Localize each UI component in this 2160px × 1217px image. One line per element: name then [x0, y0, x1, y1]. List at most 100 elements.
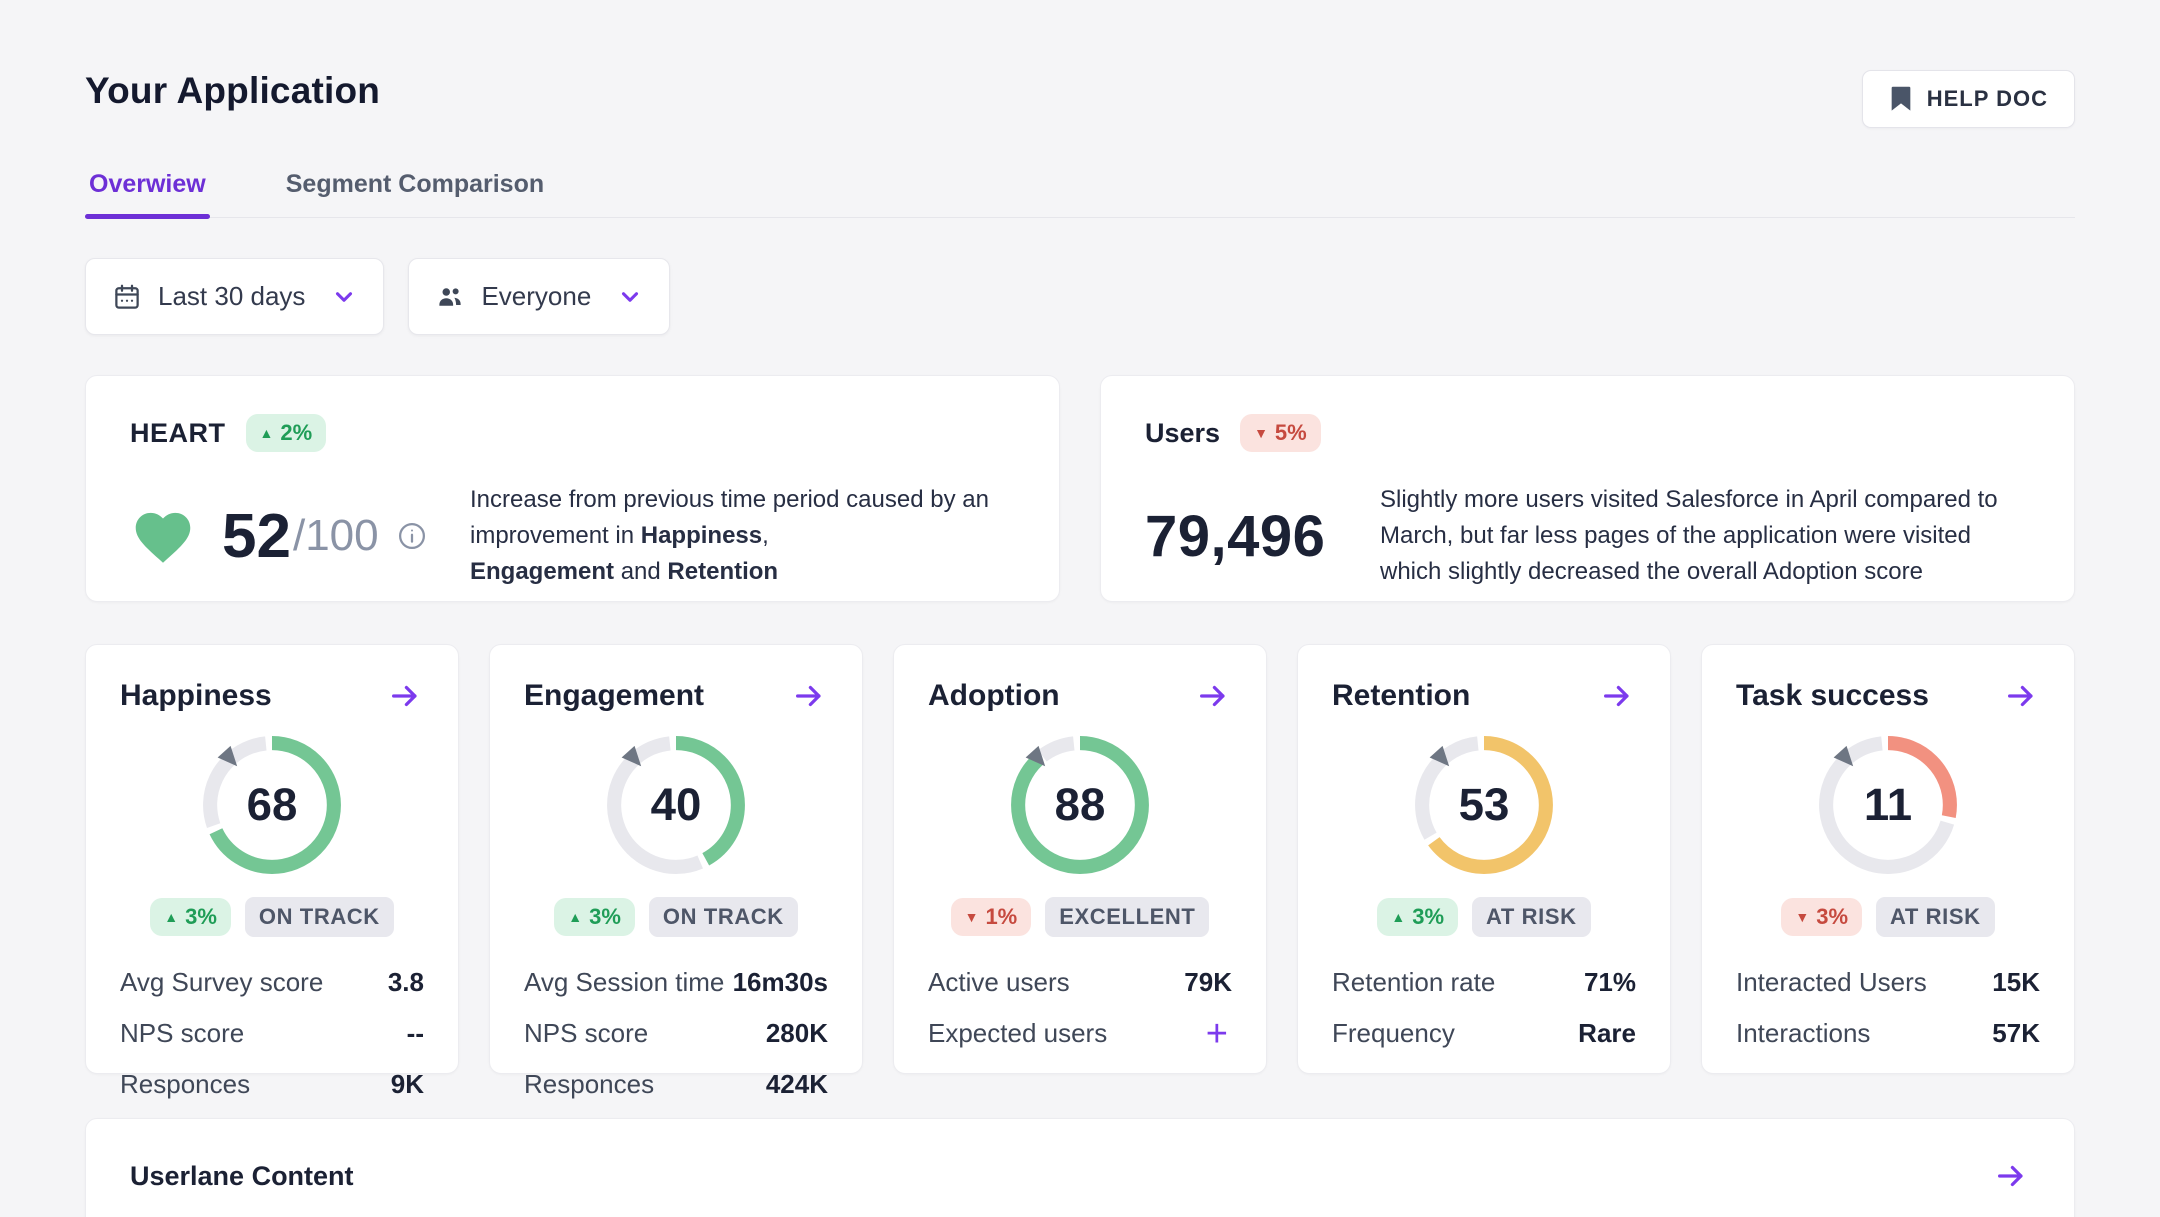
stat-row: Responces 9K — [120, 1069, 424, 1100]
status-badge: EXCELLENT — [1045, 897, 1210, 937]
status-badge: AT RISK — [1876, 897, 1995, 937]
metric-card-retention: Retention 53 ▲ 3% AT RISK Retention rate 7… — [1297, 644, 1671, 1074]
status-badge: AT RISK — [1472, 897, 1591, 937]
stat-row: Responces 424K — [524, 1069, 828, 1100]
metric-card-title: Retention — [1332, 679, 1471, 712]
heart-card-title: HEART — [130, 417, 226, 448]
engagement-score-value: 40 — [651, 779, 702, 830]
add-expected-users-button[interactable]: + — [1202, 1015, 1232, 1053]
stat-value: 71% — [1583, 967, 1636, 997]
chevron-down-icon — [331, 284, 357, 310]
heart-score-card: HEART ▲ 2% 52 /100 Increase from previous… — [85, 375, 1060, 602]
stat-row: Avg Survey score 3.8 — [120, 967, 424, 998]
stat-row: Interactions 57K — [1736, 1018, 2040, 1049]
users-card-title: Users — [1145, 417, 1221, 448]
metric-card-title: Adoption — [928, 679, 1060, 712]
engagement-gauge: 40 — [607, 736, 745, 874]
arrow-right-icon[interactable] — [1992, 1157, 2030, 1195]
help-doc-button[interactable]: HELP DOC — [1861, 70, 2075, 128]
change-badge: ▲ 3% — [150, 898, 231, 936]
arrow-right-icon[interactable] — [386, 677, 424, 715]
stat-label: Avg Session time — [524, 967, 725, 997]
stat-row: Retention rate 71% — [1332, 967, 1636, 998]
metric-stats: Active users 79K Expected users + — [928, 967, 1232, 1053]
gauge-target-marker — [1429, 745, 1450, 767]
stat-row: Avg Session time 16m30s — [524, 967, 828, 998]
trend-arrow-icon: ▲ — [164, 909, 179, 925]
heart-description: Increase from previous time period cause… — [470, 486, 989, 585]
metric-card-adoption: Adoption 88 ▼ 1% EXCELLENT Active users 79… — [893, 644, 1267, 1074]
status-badge: ON TRACK — [244, 897, 394, 937]
adoption-score-value: 88 — [1055, 779, 1106, 830]
stat-label: Retention rate — [1332, 967, 1496, 997]
audience-dropdown[interactable]: Everyone — [408, 258, 671, 335]
heart-score-value: 52 — [222, 501, 291, 571]
info-icon[interactable] — [397, 521, 427, 551]
arrow-right-icon[interactable] — [2002, 677, 2040, 715]
metric-card-happiness: Happiness 68 ▲ 3% ON TRACK Avg Survey sco… — [85, 644, 459, 1099]
trend-arrow-icon: ▲ — [568, 909, 583, 925]
userlane-content-title: Userlane Content — [130, 1160, 354, 1191]
users-description: Slightly more users visited Salesforce i… — [1380, 486, 1998, 585]
stat-value: -- — [406, 1018, 424, 1048]
stat-value: 424K — [765, 1069, 828, 1099]
change-badge: ▼ 3% — [1781, 898, 1863, 936]
happiness-score-value: 68 — [247, 779, 298, 830]
metric-card-title: Engagement — [524, 679, 705, 712]
metric-card-title: Happiness — [120, 679, 272, 712]
happiness-gauge: 68 — [203, 736, 341, 874]
stat-label: Interacted Users — [1736, 967, 1927, 997]
task-success-score-value: 11 — [1864, 779, 1912, 830]
stat-label: Avg Survey score — [120, 967, 324, 997]
stat-value: 280K — [765, 1018, 828, 1048]
metric-card-engagement: Engagement 40 ▲ 3% ON TRACK Avg Session t… — [489, 644, 863, 1099]
metric-cards-row: Happiness 68 ▲ 3% ON TRACK Avg Survey sco… — [85, 644, 2075, 1099]
arrow-right-icon[interactable] — [1598, 677, 1636, 715]
stat-row: Expected users + — [928, 1015, 1232, 1053]
retention-gauge: 53 — [1415, 736, 1553, 874]
retention-score-value: 53 — [1459, 779, 1510, 830]
change-badge: ▲ 3% — [1377, 898, 1459, 936]
stat-row: NPS score -- — [120, 1018, 424, 1049]
adoption-gauge: 88 — [1011, 736, 1149, 874]
chevron-down-icon — [617, 284, 643, 310]
stat-label: Responces — [120, 1069, 251, 1099]
users-icon — [435, 282, 465, 312]
tab-overview[interactable]: Overwiew — [85, 170, 210, 219]
users-change-badge: ▼ 5% — [1240, 414, 1321, 452]
heart-score-max: /100 — [292, 511, 379, 560]
stat-label: NPS score — [524, 1018, 649, 1048]
stat-row: Active users 79K — [928, 967, 1232, 998]
tab-segment-comparison[interactable]: Segment Comparison — [282, 170, 548, 217]
stat-label: Active users — [928, 967, 1070, 997]
trend-arrow-icon: ▼ — [964, 909, 979, 925]
page-title: Your Application — [85, 70, 381, 111]
gauge-target-marker — [1025, 745, 1046, 767]
date-range-value: Last 30 days — [158, 281, 306, 311]
stat-value: 3.8 — [387, 967, 424, 997]
arrow-right-icon[interactable] — [1194, 677, 1232, 715]
calendar-icon — [112, 282, 142, 312]
gauge-target-marker — [217, 745, 238, 767]
arrow-right-icon[interactable] — [790, 677, 828, 715]
filters-row: Last 30 days Everyone — [85, 258, 2075, 335]
stat-value: 9K — [390, 1069, 424, 1099]
userlane-content-card: Userlane Content — [85, 1118, 2075, 1217]
metric-stats: Avg Survey score 3.8 NPS score -- Responces 9… — [120, 967, 424, 1100]
page-header: Your Application HELP DOC — [85, 70, 2075, 128]
metric-stats: Retention rate 71% Frequency Rare — [1332, 967, 1636, 1049]
stat-value: 15K — [1992, 967, 2040, 997]
gauge-target-marker — [621, 745, 642, 767]
trend-arrow-icon: ▲ — [259, 425, 274, 441]
date-range-dropdown[interactable]: Last 30 days — [85, 258, 385, 335]
heart-change-badge: ▲ 2% — [245, 414, 327, 452]
stat-value: 79K — [1184, 967, 1232, 997]
trend-arrow-icon: ▼ — [1254, 425, 1268, 441]
stat-label: Interactions — [1736, 1018, 1871, 1048]
status-badge: ON TRACK — [648, 897, 798, 937]
gauge-target-marker — [1833, 745, 1854, 767]
stat-row: Frequency Rare — [1332, 1018, 1636, 1049]
stat-label: Frequency — [1332, 1018, 1455, 1048]
stat-label: Responces — [524, 1069, 655, 1099]
